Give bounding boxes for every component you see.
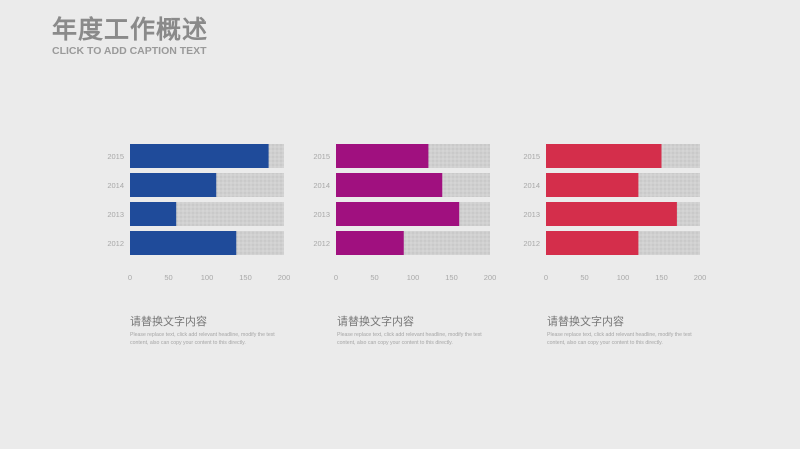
x-tick-label: 0 xyxy=(544,273,548,282)
bar-2012 xyxy=(336,231,404,255)
x-tick-label: 200 xyxy=(278,273,291,282)
category-label: 2014 xyxy=(107,181,124,190)
category-label: 2015 xyxy=(523,152,540,161)
x-tick-label: 50 xyxy=(580,273,588,282)
category-label: 2014 xyxy=(313,181,330,190)
bar-2012 xyxy=(546,231,639,255)
x-tick-label: 100 xyxy=(201,273,214,282)
category-label: 2015 xyxy=(107,152,124,161)
category-label: 2012 xyxy=(313,239,330,248)
category-label: 2015 xyxy=(313,152,330,161)
bar-2014 xyxy=(336,173,443,197)
category-label: 2013 xyxy=(313,210,330,219)
x-tick-label: 200 xyxy=(484,273,497,282)
chart-panel-2: 2015 2014 2013 2012 0 50 100 150 200 xyxy=(313,144,496,282)
bar-2014 xyxy=(546,173,639,197)
x-tick-label: 0 xyxy=(334,273,338,282)
x-tick-label: 200 xyxy=(694,273,707,282)
page-title: 年度工作概述 xyxy=(52,15,209,44)
x-tick-label: 50 xyxy=(164,273,172,282)
bar-2015 xyxy=(336,144,429,168)
x-tick-label: 0 xyxy=(128,273,132,282)
caption-title-3: 请替换文字内容 xyxy=(547,315,624,328)
x-tick-label: 50 xyxy=(370,273,378,282)
category-label: 2013 xyxy=(523,210,540,219)
x-tick-label: 150 xyxy=(239,273,252,282)
page-subtitle: CLICK TO ADD CAPTION TEXT xyxy=(52,45,207,57)
x-tick-label: 100 xyxy=(407,273,420,282)
bar-2013 xyxy=(546,202,677,226)
bar-2015 xyxy=(546,144,662,168)
caption-body-2: Please replace text, click add relevant … xyxy=(337,332,482,346)
x-tick-label: 150 xyxy=(655,273,668,282)
caption-title-1: 请替换文字内容 xyxy=(130,315,207,328)
chart-panel-3: 2015 2014 2013 2012 0 50 100 150 200 xyxy=(523,144,706,282)
x-tick-label: 150 xyxy=(445,273,458,282)
category-label: 2012 xyxy=(523,239,540,248)
caption-body-3: Please replace text, click add relevant … xyxy=(547,332,692,346)
category-label: 2014 xyxy=(523,181,540,190)
x-tick-label: 100 xyxy=(617,273,630,282)
bar-2013 xyxy=(336,202,460,226)
bar-2012 xyxy=(130,231,237,255)
caption-title-2: 请替换文字内容 xyxy=(337,315,414,328)
bar-2014 xyxy=(130,173,217,197)
bar-2015 xyxy=(130,144,269,168)
bar-2013 xyxy=(130,202,177,226)
caption-body-1: Please replace text, click add relevant … xyxy=(130,332,275,346)
category-label: 2013 xyxy=(107,210,124,219)
category-label: 2012 xyxy=(107,239,124,248)
chart-panel-1: 2015 2014 2013 2012 0 50 100 150 200 xyxy=(107,144,290,282)
